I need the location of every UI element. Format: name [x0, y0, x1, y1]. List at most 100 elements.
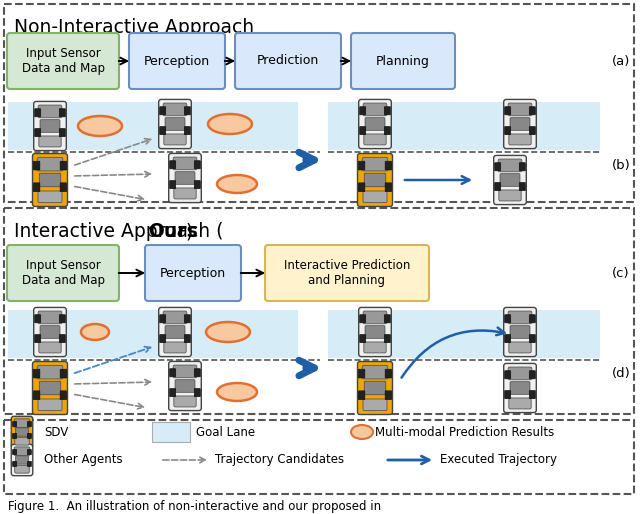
- FancyBboxPatch shape: [529, 335, 535, 343]
- FancyBboxPatch shape: [40, 120, 60, 132]
- Text: ): ): [186, 222, 193, 241]
- Text: Other Agents: Other Agents: [44, 453, 123, 467]
- FancyBboxPatch shape: [28, 462, 31, 467]
- FancyBboxPatch shape: [184, 126, 190, 135]
- FancyBboxPatch shape: [358, 99, 391, 149]
- Text: Ours: Ours: [148, 222, 198, 241]
- FancyBboxPatch shape: [39, 342, 61, 353]
- FancyBboxPatch shape: [12, 416, 33, 448]
- FancyBboxPatch shape: [159, 307, 191, 357]
- Text: (b): (b): [612, 158, 631, 172]
- Bar: [8, 102, 298, 150]
- FancyBboxPatch shape: [364, 381, 386, 395]
- FancyBboxPatch shape: [165, 326, 185, 338]
- FancyBboxPatch shape: [15, 456, 28, 464]
- FancyBboxPatch shape: [510, 382, 530, 394]
- FancyBboxPatch shape: [529, 315, 535, 323]
- Text: (d): (d): [612, 366, 631, 379]
- FancyBboxPatch shape: [175, 380, 195, 392]
- FancyBboxPatch shape: [195, 180, 200, 189]
- FancyBboxPatch shape: [60, 128, 65, 137]
- FancyBboxPatch shape: [360, 126, 365, 135]
- FancyBboxPatch shape: [519, 182, 525, 191]
- FancyBboxPatch shape: [15, 437, 29, 445]
- Text: Interactive Approach (: Interactive Approach (: [14, 222, 223, 241]
- FancyBboxPatch shape: [163, 103, 187, 116]
- FancyBboxPatch shape: [364, 173, 386, 187]
- FancyBboxPatch shape: [385, 315, 390, 323]
- FancyBboxPatch shape: [39, 173, 61, 187]
- FancyBboxPatch shape: [364, 342, 386, 353]
- FancyBboxPatch shape: [358, 391, 365, 399]
- FancyBboxPatch shape: [504, 363, 536, 413]
- FancyBboxPatch shape: [493, 155, 526, 205]
- FancyBboxPatch shape: [508, 367, 532, 380]
- FancyBboxPatch shape: [35, 128, 41, 137]
- FancyBboxPatch shape: [358, 161, 365, 170]
- FancyBboxPatch shape: [504, 307, 536, 357]
- FancyBboxPatch shape: [38, 191, 62, 203]
- FancyBboxPatch shape: [363, 399, 387, 411]
- FancyBboxPatch shape: [508, 103, 532, 116]
- FancyBboxPatch shape: [60, 161, 67, 170]
- FancyBboxPatch shape: [365, 326, 385, 338]
- FancyBboxPatch shape: [174, 188, 196, 199]
- FancyBboxPatch shape: [385, 126, 390, 135]
- Ellipse shape: [351, 425, 373, 439]
- FancyBboxPatch shape: [174, 396, 196, 407]
- FancyBboxPatch shape: [505, 126, 511, 135]
- FancyBboxPatch shape: [13, 449, 17, 455]
- FancyBboxPatch shape: [4, 208, 634, 414]
- Text: Perception: Perception: [160, 266, 226, 280]
- FancyBboxPatch shape: [33, 154, 67, 207]
- FancyBboxPatch shape: [33, 183, 40, 192]
- FancyBboxPatch shape: [358, 369, 365, 378]
- FancyBboxPatch shape: [184, 335, 190, 343]
- FancyBboxPatch shape: [184, 315, 190, 323]
- FancyBboxPatch shape: [360, 315, 365, 323]
- FancyBboxPatch shape: [37, 157, 63, 171]
- FancyBboxPatch shape: [505, 107, 511, 115]
- FancyBboxPatch shape: [28, 433, 31, 438]
- FancyBboxPatch shape: [363, 311, 387, 324]
- FancyBboxPatch shape: [33, 161, 40, 170]
- FancyBboxPatch shape: [15, 465, 29, 473]
- FancyBboxPatch shape: [33, 361, 67, 414]
- FancyBboxPatch shape: [351, 33, 455, 89]
- FancyBboxPatch shape: [365, 118, 385, 131]
- FancyBboxPatch shape: [173, 157, 197, 170]
- FancyBboxPatch shape: [184, 107, 190, 115]
- Text: Executed Trajectory: Executed Trajectory: [440, 453, 557, 467]
- Ellipse shape: [208, 114, 252, 134]
- FancyBboxPatch shape: [7, 245, 119, 301]
- FancyBboxPatch shape: [159, 99, 191, 149]
- FancyBboxPatch shape: [164, 134, 186, 145]
- FancyBboxPatch shape: [170, 161, 175, 169]
- FancyBboxPatch shape: [7, 33, 119, 89]
- FancyBboxPatch shape: [385, 107, 390, 115]
- FancyBboxPatch shape: [498, 159, 522, 172]
- Text: Interactive Prediction
and Planning: Interactive Prediction and Planning: [284, 259, 410, 287]
- FancyBboxPatch shape: [385, 391, 392, 399]
- Bar: [152, 422, 190, 442]
- FancyBboxPatch shape: [385, 335, 390, 343]
- FancyBboxPatch shape: [28, 449, 31, 455]
- Text: Goal Lane: Goal Lane: [196, 426, 255, 438]
- FancyBboxPatch shape: [510, 118, 530, 131]
- FancyBboxPatch shape: [60, 315, 65, 323]
- FancyBboxPatch shape: [495, 163, 500, 171]
- FancyBboxPatch shape: [505, 335, 511, 343]
- FancyBboxPatch shape: [529, 391, 535, 399]
- FancyBboxPatch shape: [235, 33, 341, 89]
- Text: Multi-modal Prediction Results: Multi-modal Prediction Results: [375, 426, 554, 438]
- FancyBboxPatch shape: [39, 381, 61, 395]
- FancyBboxPatch shape: [37, 365, 63, 379]
- Text: SDV: SDV: [44, 426, 68, 438]
- FancyBboxPatch shape: [38, 105, 62, 118]
- FancyBboxPatch shape: [504, 99, 536, 149]
- FancyBboxPatch shape: [38, 311, 62, 324]
- FancyBboxPatch shape: [363, 191, 387, 203]
- FancyBboxPatch shape: [505, 315, 511, 323]
- FancyBboxPatch shape: [500, 174, 520, 186]
- FancyBboxPatch shape: [39, 136, 61, 147]
